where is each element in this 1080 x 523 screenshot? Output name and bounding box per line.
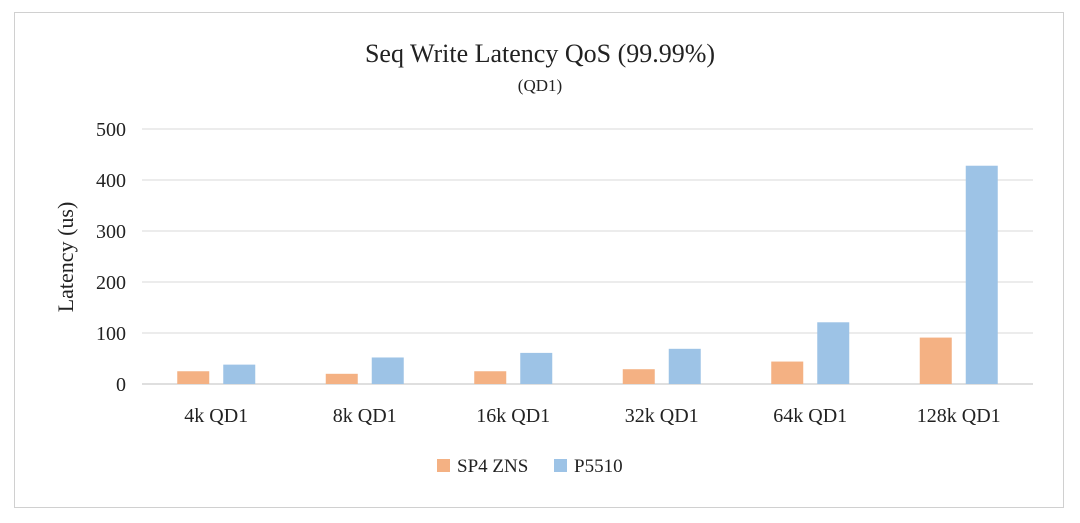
bars	[177, 165, 998, 384]
x-tick-label: 128k QD1	[917, 405, 1001, 427]
bar-p5510-16k-qd1	[520, 352, 553, 384]
y-tick-label: 0	[116, 374, 126, 396]
y-axis-label: Latency (us)	[53, 202, 78, 313]
bar-sp4-zns-128k-qd1	[919, 337, 952, 384]
legend-label-p5510: P5510	[574, 456, 623, 477]
bar-p5510-8k-qd1	[371, 357, 404, 384]
y-tick-label: 400	[96, 170, 126, 192]
y-tick-label: 500	[96, 119, 126, 141]
bar-p5510-128k-qd1	[965, 165, 998, 384]
legend: SP4 ZNS P5510	[437, 456, 623, 477]
chart-title: Seq Write Latency QoS (99.99%)	[365, 39, 715, 68]
chart-frame	[14, 12, 1064, 508]
bar-sp4-zns-32k-qd1	[622, 369, 655, 384]
chart-subtitle: (QD1)	[518, 76, 562, 95]
bar-p5510-64k-qd1	[817, 322, 850, 384]
bar-sp4-zns-4k-qd1	[177, 371, 210, 384]
y-tick-label: 100	[96, 323, 126, 345]
y-tick-label: 300	[96, 221, 126, 243]
legend-swatch-sp4-zns	[437, 459, 450, 472]
y-tick-labels: 0 100 200 300 400 500	[96, 119, 126, 396]
legend-label-sp4-zns: SP4 ZNS	[457, 456, 528, 477]
bar-p5510-32k-qd1	[668, 348, 701, 384]
x-tick-label: 32k QD1	[625, 405, 699, 427]
x-tick-label: 16k QD1	[476, 405, 550, 427]
bar-sp4-zns-16k-qd1	[474, 371, 507, 384]
bar-p5510-4k-qd1	[223, 364, 256, 384]
legend-swatch-p5510	[554, 459, 567, 472]
x-tick-label: 4k QD1	[184, 405, 248, 427]
x-tick-labels: 4k QD1 8k QD1 16k QD1 32k QD1 64k QD1 128k QD…	[184, 405, 1000, 427]
bar-sp4-zns-8k-qd1	[325, 373, 358, 384]
gridlines	[142, 128, 1033, 385]
x-tick-label: 8k QD1	[333, 405, 397, 427]
y-tick-label: 200	[96, 272, 126, 294]
x-tick-label: 64k QD1	[773, 405, 847, 427]
bar-sp4-zns-64k-qd1	[771, 361, 804, 384]
